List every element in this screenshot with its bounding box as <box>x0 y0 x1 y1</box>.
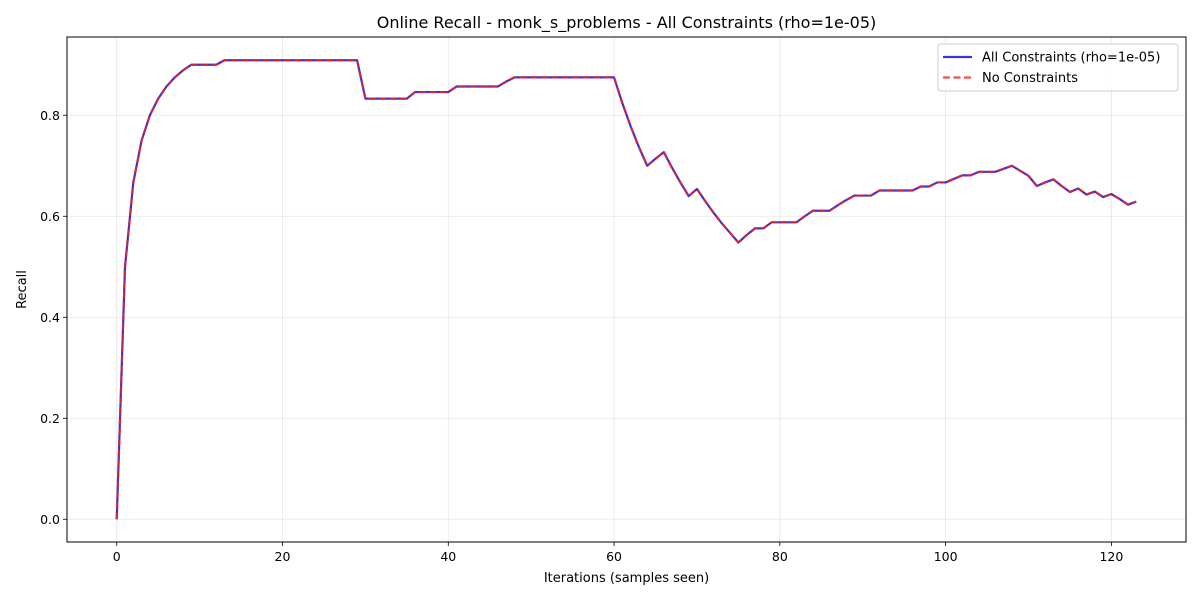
x-tick-label: 40 <box>440 549 456 564</box>
y-tick-label: 0.8 <box>40 108 60 123</box>
legend-label: All Constraints (rho=1e-05) <box>982 51 1160 66</box>
series-line-no-constraints <box>115 59 1137 520</box>
x-tick-label: 120 <box>1099 549 1123 564</box>
axis-ticks: 0 20 40 60 80 100 120 0.0 0.2 0.4 0.6 0.8 <box>40 108 1123 564</box>
x-tick-label: 20 <box>275 549 291 564</box>
series-lines <box>115 59 1137 520</box>
grid <box>67 37 1186 542</box>
x-tick-label: 0 <box>113 549 121 564</box>
legend: All Constraints (rho=1e-05) No Constraint… <box>937 43 1179 92</box>
x-axis-label: Iterations (samples seen) <box>544 571 709 586</box>
y-tick-label: 0.2 <box>40 411 60 426</box>
y-axis-label: Recall <box>15 270 30 309</box>
x-tick-label: 80 <box>772 549 788 564</box>
chart-title: Online Recall - monk_s_problems - All Co… <box>377 13 877 33</box>
y-tick-label: 0.4 <box>40 310 60 325</box>
x-tick-label: 60 <box>606 549 622 564</box>
legend-label: No Constraints <box>982 71 1078 86</box>
y-tick-label: 0.6 <box>40 209 60 224</box>
plot-frame <box>66 36 1187 543</box>
y-tick-label: 0.0 <box>40 512 60 527</box>
legend-box <box>937 43 1179 92</box>
x-tick-label: 100 <box>934 549 958 564</box>
